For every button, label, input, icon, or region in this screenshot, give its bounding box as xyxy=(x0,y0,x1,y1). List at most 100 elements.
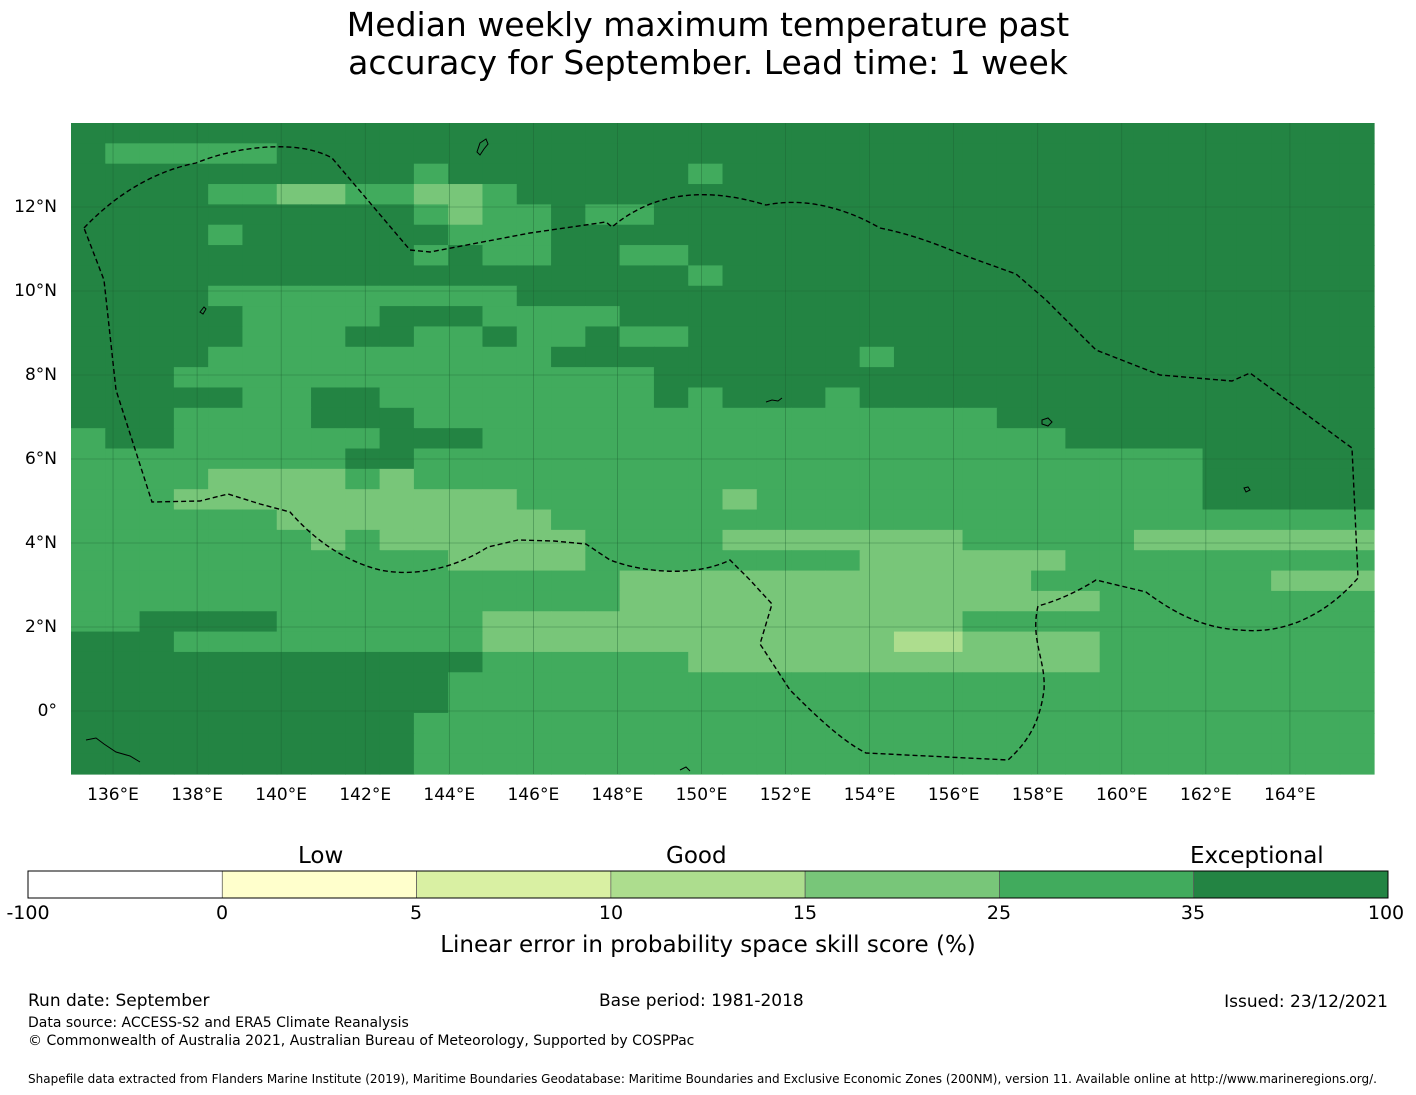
skill-cell xyxy=(482,407,518,429)
lon-label: 156°E xyxy=(927,785,980,805)
skill-cell xyxy=(71,611,106,633)
skill-cell xyxy=(311,123,346,144)
skill-cell xyxy=(413,367,449,389)
skill-cell xyxy=(71,672,106,694)
skill-cell xyxy=(208,265,244,287)
island-palau xyxy=(199,306,207,315)
skill-cell xyxy=(276,163,312,185)
skill-cell xyxy=(791,387,826,409)
skill-cell xyxy=(928,468,964,490)
skill-cell xyxy=(379,163,415,185)
skill-cell xyxy=(1031,509,1066,531)
skill-cell xyxy=(173,489,209,511)
skill-cell xyxy=(173,306,209,328)
skill-cell xyxy=(379,428,415,450)
skill-cell xyxy=(722,753,758,775)
skill-cell xyxy=(276,387,312,409)
skill-cell xyxy=(105,245,141,266)
skill-cell xyxy=(551,753,586,775)
skill-cell xyxy=(1202,611,1238,633)
colorbar-label-exceptional: Exceptional xyxy=(1190,843,1324,869)
skill-cell xyxy=(791,285,826,307)
skill-cell xyxy=(1271,428,1307,450)
skill-cell xyxy=(928,509,964,531)
skill-cell xyxy=(1339,387,1375,409)
skill-cell xyxy=(173,509,209,531)
skill-cell xyxy=(1065,651,1101,673)
skill-cell xyxy=(242,489,278,511)
skill-cell xyxy=(996,224,1032,246)
skill-cell xyxy=(413,672,449,694)
skill-cell xyxy=(1305,489,1341,511)
skill-cell xyxy=(276,346,312,368)
colorbar-tick: 100 xyxy=(1367,902,1405,924)
skill-cell xyxy=(1271,245,1307,266)
skill-cell xyxy=(619,367,655,389)
skill-cell xyxy=(722,631,758,653)
skill-cell xyxy=(482,651,518,673)
skill-cell xyxy=(1271,611,1307,633)
skill-cell xyxy=(1168,346,1204,368)
skill-cell xyxy=(585,428,621,450)
skill-cell xyxy=(1168,428,1204,450)
skill-cell xyxy=(1099,753,1135,775)
skill-cell xyxy=(619,163,655,185)
skill-cell xyxy=(996,184,1032,205)
skill-cell xyxy=(1236,590,1272,612)
skill-cell xyxy=(1271,224,1307,246)
skill-cell xyxy=(1031,265,1066,287)
skill-cell xyxy=(1236,489,1272,511)
skill-cell xyxy=(448,204,484,226)
skill-cell xyxy=(242,692,278,714)
skill-cell xyxy=(276,712,312,734)
skill-cell xyxy=(1065,407,1101,429)
skill-cell xyxy=(1271,489,1307,511)
skill-cell xyxy=(345,489,381,511)
skill-cell xyxy=(1271,367,1307,389)
skill-cell xyxy=(893,285,929,307)
skill-cell xyxy=(688,672,724,694)
graticule xyxy=(71,123,1374,774)
skill-cell xyxy=(482,611,518,633)
skill-cell xyxy=(1271,407,1307,429)
skill-cell xyxy=(1133,590,1169,612)
skill-cell xyxy=(893,123,929,144)
skill-cell xyxy=(1065,733,1101,755)
issued-date: Issued: 23/12/2021 xyxy=(1224,992,1388,1012)
skill-cell xyxy=(1133,692,1169,714)
skill-cell xyxy=(516,326,552,348)
skill-cell xyxy=(1236,570,1272,592)
lon-label: 138°E xyxy=(171,785,223,805)
skill-cell xyxy=(311,651,346,673)
skill-cell xyxy=(413,123,449,144)
skill-cell xyxy=(551,733,586,755)
skill-cell xyxy=(345,692,381,714)
skill-cell xyxy=(928,631,964,653)
skill-cell xyxy=(71,733,106,755)
skill-cell xyxy=(413,184,449,205)
skill-cell xyxy=(1202,692,1238,714)
skill-cell xyxy=(825,631,861,653)
skill-cell xyxy=(208,509,244,531)
skill-cell xyxy=(1202,550,1238,572)
skill-cell xyxy=(1099,651,1135,673)
skill-cell xyxy=(928,387,964,409)
skill-cell xyxy=(825,489,861,511)
skill-cell xyxy=(345,468,381,490)
skill-cell xyxy=(791,489,826,511)
skill-cell xyxy=(448,712,484,734)
skill-cell xyxy=(1099,468,1135,490)
skill-cell xyxy=(276,529,312,551)
skill-cell xyxy=(756,733,792,755)
skill-cell xyxy=(722,326,758,348)
skill-cell xyxy=(1099,529,1135,551)
skill-cell xyxy=(722,529,758,551)
skill-cell xyxy=(962,733,998,755)
skill-cell xyxy=(1031,550,1066,572)
skill-cell xyxy=(1236,692,1272,714)
skill-cell xyxy=(1202,245,1238,266)
skill-cell xyxy=(173,733,209,755)
skill-cell xyxy=(482,631,518,653)
skill-cell xyxy=(1202,265,1238,287)
skill-cell xyxy=(448,509,484,531)
